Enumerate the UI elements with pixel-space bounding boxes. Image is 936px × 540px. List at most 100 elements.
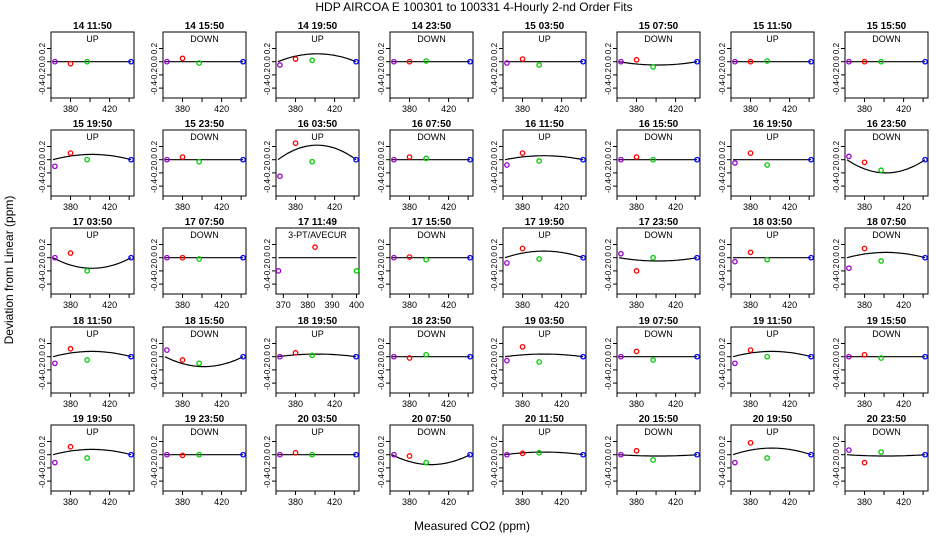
y-tick-label: 0.2 bbox=[377, 42, 386, 54]
y-tick-label: 0.2 bbox=[832, 435, 841, 447]
x-tick-label: 380 bbox=[175, 104, 190, 114]
blue-point bbox=[128, 254, 134, 261]
panel-frame bbox=[844, 227, 929, 295]
fit-curve bbox=[277, 144, 357, 161]
y-tick-label: 0.0 bbox=[150, 252, 159, 264]
y-tick-label: 0.2 bbox=[377, 337, 386, 349]
x-tick-label: 420 bbox=[896, 104, 911, 114]
purple-point bbox=[732, 160, 738, 166]
red-point bbox=[519, 450, 526, 457]
x-tick-label: 420 bbox=[896, 202, 911, 212]
green-point bbox=[423, 459, 429, 466]
fit-curve bbox=[52, 448, 132, 456]
panel: 15 23:50 DOWN 0.2 0.0-0.2-0.4 380 420 bbox=[150, 119, 247, 212]
panel: 19 15:50 DOWN 0.2 0.0-0.2-0.4 380 420 bbox=[832, 316, 929, 409]
y-axis-label: Deviation from Linear (ppm) bbox=[2, 196, 16, 345]
panel-title: 18 15:50 bbox=[185, 316, 225, 327]
panel-label: UP bbox=[86, 427, 99, 437]
purple-point bbox=[164, 58, 170, 65]
y-tick-label: -0.4 bbox=[150, 179, 159, 193]
panel: 17 07:50 DOWN 0.2 0.0-0.2-0.4 380 420 bbox=[150, 217, 247, 310]
y-tick-label: -0.2 bbox=[377, 460, 386, 474]
green-point bbox=[423, 58, 429, 64]
blue-point bbox=[353, 353, 359, 360]
y-tick-label: -0.2 bbox=[263, 263, 272, 277]
y-tick-label: 0.2 bbox=[718, 42, 727, 54]
red-point bbox=[179, 452, 186, 459]
panel-label: DOWN bbox=[872, 132, 901, 142]
panel-label: UP bbox=[766, 132, 779, 142]
purple-point bbox=[504, 162, 510, 168]
x-tick-label: 420 bbox=[441, 497, 456, 507]
x-tick-label: 390 bbox=[325, 300, 340, 310]
panel: 15 11:50 UP 0.2 0.0-0.2-0.4 380 420 bbox=[718, 21, 815, 114]
y-tick-label: 0.2 bbox=[832, 140, 841, 152]
panel-frame bbox=[162, 424, 247, 492]
red-point bbox=[292, 56, 299, 62]
panel-label: DOWN bbox=[872, 230, 901, 240]
panel: 19 07:50 DOWN 0.2 0.0-0.2-0.4 380 420 bbox=[604, 316, 701, 409]
y-tick-label: 0.2 bbox=[150, 238, 159, 250]
y-tick-label: -0.2 bbox=[38, 165, 47, 179]
green-point bbox=[650, 457, 656, 463]
panel-title: 14 15:50 bbox=[185, 21, 225, 32]
y-tick-label: 0.0 bbox=[38, 56, 47, 68]
blue-point bbox=[694, 451, 700, 458]
red-point bbox=[67, 150, 74, 156]
panel-frame bbox=[389, 227, 474, 295]
x-tick-label: 420 bbox=[102, 497, 117, 507]
panel-frame bbox=[616, 227, 701, 295]
y-tick-label: 0.0 bbox=[263, 351, 272, 363]
y-tick-label: 0.0 bbox=[38, 351, 47, 363]
x-tick-label: 380 bbox=[63, 497, 78, 507]
y-tick-label: -0.4 bbox=[832, 474, 841, 488]
green-point bbox=[878, 449, 884, 455]
x-tick-label: 420 bbox=[896, 300, 911, 310]
panel: 17 15:50 DOWN 0.2 0.0-0.2-0.4 380 420 bbox=[377, 217, 474, 310]
y-tick-label: 0.0 bbox=[377, 351, 386, 363]
x-tick-label: 420 bbox=[668, 399, 683, 409]
panel-label: DOWN bbox=[190, 329, 219, 339]
panel-frame bbox=[502, 326, 587, 394]
panel-title: 15 07:50 bbox=[639, 21, 679, 32]
blue-point bbox=[808, 58, 814, 65]
panel-title: 15 11:50 bbox=[753, 21, 792, 32]
red-point bbox=[633, 268, 640, 274]
blue-point bbox=[808, 156, 814, 163]
green-point bbox=[196, 451, 202, 458]
y-tick-label: 0.0 bbox=[604, 252, 613, 264]
panel-frame bbox=[275, 31, 360, 99]
y-tick-label: -0.2 bbox=[832, 362, 841, 376]
y-tick-label: -0.2 bbox=[263, 362, 272, 376]
fit-curve bbox=[504, 451, 584, 456]
green-point bbox=[764, 455, 770, 461]
y-tick-label: -0.4 bbox=[263, 474, 272, 488]
green-point bbox=[764, 162, 770, 168]
x-tick-label: 420 bbox=[441, 300, 456, 310]
panel-title: 18 19:50 bbox=[298, 316, 338, 327]
panel-frame bbox=[502, 31, 587, 99]
panel-frame bbox=[730, 31, 815, 99]
green-point bbox=[309, 352, 315, 359]
y-tick-label: 0.0 bbox=[150, 351, 159, 363]
panel-label: UP bbox=[766, 427, 779, 437]
purple-point bbox=[846, 58, 852, 65]
y-tick-label: -0.4 bbox=[718, 474, 727, 488]
y-tick-label: -0.2 bbox=[718, 362, 727, 376]
purple-point bbox=[52, 58, 58, 65]
panel-title: 16 15:50 bbox=[639, 119, 679, 130]
y-tick-label: 0.2 bbox=[718, 140, 727, 152]
blue-point bbox=[353, 156, 359, 163]
blue-point bbox=[240, 58, 246, 65]
panel-title: 17 15:50 bbox=[412, 217, 452, 228]
panel-frame bbox=[502, 227, 587, 295]
fit-curve bbox=[277, 53, 357, 63]
panel: 20 23:50 DOWN 0.2 0.0-0.2-0.4 380 420 bbox=[832, 414, 929, 507]
purple-point bbox=[504, 451, 510, 458]
panel-frame bbox=[50, 129, 135, 197]
y-tick-label: -0.2 bbox=[150, 67, 159, 81]
x-tick-label: 420 bbox=[214, 497, 229, 507]
x-tick-label: 380 bbox=[288, 104, 303, 114]
x-tick-label: 380 bbox=[857, 399, 872, 409]
y-tick-label: 0.2 bbox=[604, 140, 613, 152]
